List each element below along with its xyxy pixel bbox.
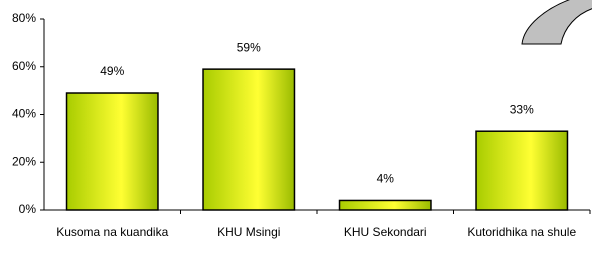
x-tick-label: KHU Msingi — [189, 224, 309, 241]
x-tick-label: KHU Sekondari — [325, 224, 445, 241]
value-label: 4% — [377, 172, 395, 186]
y-tick-label: 0% — [19, 202, 37, 216]
bar — [67, 93, 158, 210]
x-tick-label: Kutoridhika na shule — [462, 224, 582, 241]
chart: 0% 20% 40% 60% 80% 49% 59% 4% 33% Kusoma na kuan… — [0, 0, 592, 267]
y-tick-label: 80% — [12, 11, 36, 25]
bar — [476, 131, 567, 210]
y-tick-label: 20% — [12, 154, 36, 168]
bar — [203, 69, 294, 210]
y-tick-label: 40% — [12, 107, 36, 121]
decorative-shape — [522, 0, 592, 44]
bar — [340, 200, 431, 210]
value-label: 59% — [237, 40, 261, 54]
x-tick-label: Kusoma na kuandika — [52, 224, 172, 241]
y-tick-label: 60% — [12, 59, 36, 73]
value-label: 49% — [100, 64, 124, 78]
value-label: 33% — [510, 102, 534, 116]
